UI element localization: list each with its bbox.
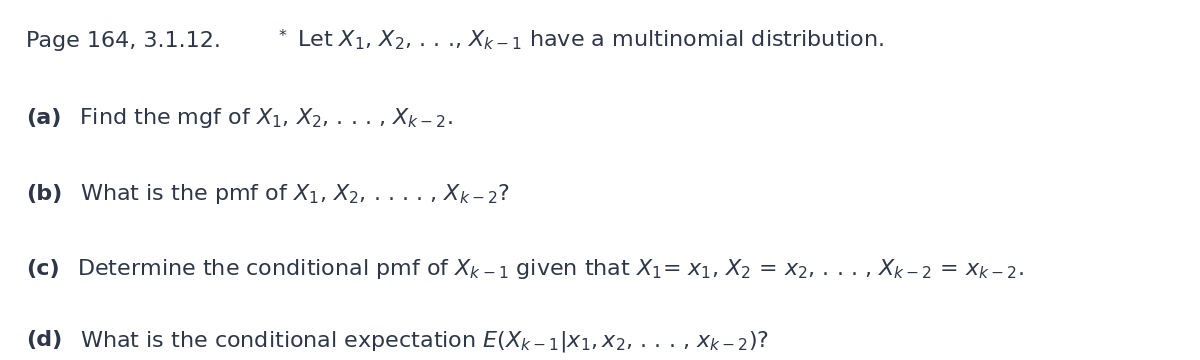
Text: Page 164, 3.1.12.: Page 164, 3.1.12. [26,31,221,51]
Text: What is the pmf of $X_{1}$, $X_{2}$, . . . . , $X_{k-2}$?: What is the pmf of $X_{1}$, $X_{2}$, . .… [73,182,510,206]
Text: Find the mgf of $X_{1}$, $X_{2}$, . . . , $X_{k-2}$.: Find the mgf of $X_{1}$, $X_{2}$, . . . … [72,106,454,130]
Text: $^{*}$: $^{*}$ [278,31,288,51]
Text: Determine the conditional pmf of $X_{k-1}$ given that $X_{1}$= $x_{1}$, $X_{2}$ : Determine the conditional pmf of $X_{k-1… [70,257,1024,282]
Text: (c): (c) [26,260,60,279]
Text: (b): (b) [26,184,62,204]
Text: What is the conditional expectation $E(X_{k-1}|x_{1},x_{2}$, . . . , $x_{k-2})$?: What is the conditional expectation $E(X… [73,329,769,354]
Text: Let $X_{1}$, $X_{2}$, . . ., $X_{k-1}$ have a multinomial distribution.: Let $X_{1}$, $X_{2}$, . . ., $X_{k-1}$ h… [290,29,884,53]
Text: (d): (d) [26,330,62,350]
Text: (a): (a) [26,108,61,128]
